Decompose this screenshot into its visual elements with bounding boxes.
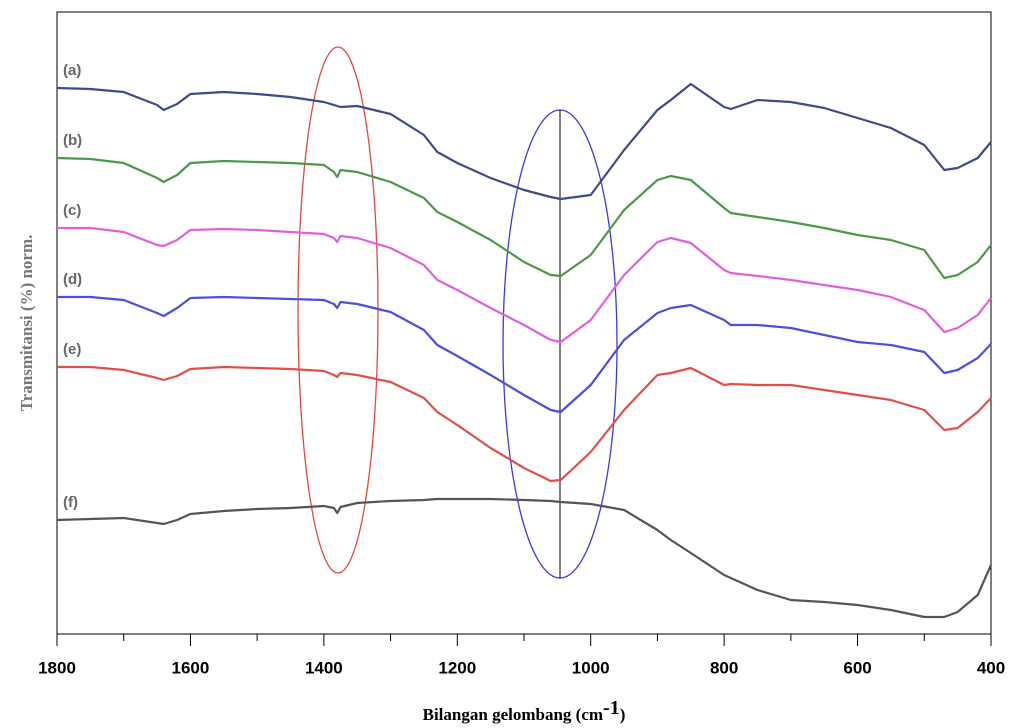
series-label: (c) (63, 202, 81, 219)
series-label: (f) (63, 494, 78, 511)
x-tick-label: 1400 (305, 658, 343, 677)
plot-frame (56, 11, 992, 635)
x-tick-label: 1800 (38, 658, 76, 677)
x-tick-label: 400 (977, 658, 1005, 677)
x-tick-label: 1600 (172, 658, 210, 677)
x-tick-label: 1000 (572, 658, 610, 677)
spectrum-line (56, 497, 993, 619)
series-label: (d) (63, 271, 82, 288)
spectrum-line (56, 156, 992, 280)
x-axis-title-end: ) (620, 705, 626, 724)
spectrum-line (57, 365, 992, 483)
x-tick-label: 600 (843, 658, 871, 677)
highlight-ellipse (297, 46, 379, 574)
series-label: (a) (63, 62, 81, 79)
series-label: (e) (63, 341, 81, 358)
x-tick-label: 800 (710, 658, 738, 677)
x-axis-title-main: Bilangan gelombang (cm (423, 705, 603, 724)
spectrum-line (57, 226, 992, 344)
spectrum-line (56, 82, 992, 201)
y-axis-title: Transmitansi (%) norm. (17, 235, 36, 412)
x-axis-title-sup: -1 (603, 697, 620, 719)
series-label: (b) (63, 132, 82, 149)
x-axis-title: Bilangan gelombang (cm-1) (423, 697, 626, 724)
spectrum-line (57, 295, 992, 414)
x-tick-label: 1200 (438, 658, 476, 677)
